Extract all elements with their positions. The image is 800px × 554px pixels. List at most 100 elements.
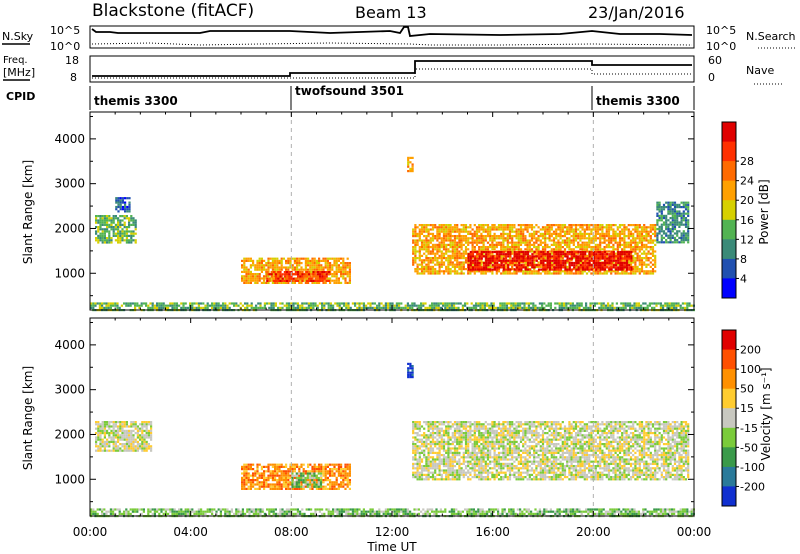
power-cell [551, 259, 554, 262]
power-cell [464, 259, 468, 262]
power-cell [524, 268, 527, 271]
power-cell [654, 250, 657, 253]
velocity-cell [136, 445, 139, 448]
power-cell [596, 226, 600, 229]
power-cell [436, 237, 439, 240]
power-cell [601, 224, 604, 227]
power-cell [508, 302, 511, 305]
power-cell [690, 304, 693, 307]
velocity-cell [130, 421, 133, 424]
power-cell [665, 217, 668, 220]
power-cell [456, 235, 459, 238]
power-cell [258, 266, 261, 269]
power-cell [624, 304, 627, 307]
power-cell [542, 261, 545, 265]
power-cell [636, 248, 639, 251]
power-cell [478, 257, 481, 260]
power-cell [537, 268, 541, 271]
power-cell [559, 224, 562, 227]
power-cell [335, 266, 338, 269]
power-cell [604, 306, 607, 309]
velocity-cell [243, 463, 246, 466]
power-cell [414, 226, 417, 229]
power-cell [420, 254, 424, 257]
velocity-cell [114, 432, 117, 435]
power-cell [420, 270, 424, 273]
power-cell [548, 253, 552, 256]
power-cell [623, 235, 626, 238]
power-cell [202, 302, 205, 305]
power-cell [563, 302, 566, 305]
velocity-cell [125, 434, 128, 437]
power-cell [524, 228, 527, 231]
power-cell [522, 272, 525, 275]
power-cell [636, 230, 639, 233]
power-cell [474, 261, 477, 265]
power-cell [493, 237, 496, 240]
velocity-cell [280, 485, 283, 488]
power-cell [568, 228, 571, 231]
power-cell [282, 266, 285, 269]
power-cell [555, 257, 558, 260]
power-cell [546, 237, 549, 240]
power-cell [414, 246, 417, 249]
power-cell [279, 279, 282, 282]
power-cell [678, 223, 681, 226]
power-cell [101, 234, 104, 237]
power-cell [425, 263, 428, 266]
power-cell [315, 259, 318, 262]
power-cell [574, 239, 578, 242]
power-cell [509, 259, 512, 262]
power-cell [588, 224, 591, 227]
velocity-cell [130, 449, 133, 452]
power-cell [559, 232, 562, 235]
power-cell [128, 223, 131, 226]
power-cell [614, 257, 617, 260]
power-cell [282, 257, 285, 260]
power-cell [119, 223, 122, 226]
power-cell [247, 268, 250, 271]
velocity-cell [101, 438, 104, 441]
power-cell [500, 232, 503, 235]
power-cell [416, 268, 419, 271]
velocity-cell [123, 436, 126, 439]
power-cell [451, 261, 454, 264]
power-cell [526, 250, 530, 254]
power-cell [592, 259, 596, 262]
power-cell [274, 304, 277, 307]
power-cell [442, 246, 446, 249]
power-cell [506, 226, 509, 229]
velocity-cell [132, 443, 135, 446]
power-cell [608, 257, 611, 260]
power-cell [324, 264, 327, 267]
velocity-cell [278, 465, 281, 468]
power-cell [473, 246, 476, 249]
power-cell [568, 261, 571, 265]
power-cell [378, 302, 381, 305]
power-cell [577, 250, 580, 254]
power-cell [114, 226, 117, 229]
velocity-cell [141, 432, 144, 435]
power-cell [559, 235, 562, 238]
power-cell [434, 272, 437, 275]
power-cell [546, 250, 549, 254]
velocity-cell [139, 427, 142, 430]
power-cell [293, 281, 296, 284]
velocity-cell [252, 483, 255, 486]
velocity-cell [285, 474, 288, 477]
velocity-cell [125, 445, 128, 448]
power-cell [423, 230, 426, 233]
power-cell [632, 250, 635, 253]
power-cell [474, 259, 477, 262]
power-cell [517, 232, 520, 235]
power-colorbar-tick-label: 8 [740, 253, 747, 266]
power-cell [540, 253, 543, 256]
power-cell [445, 230, 448, 233]
power-cell [623, 255, 626, 258]
power-cell [654, 230, 657, 233]
power-cell [634, 261, 637, 264]
power-cell [461, 304, 464, 307]
power-cell [334, 302, 337, 305]
power-cell [453, 268, 457, 271]
power-cell [446, 306, 449, 309]
